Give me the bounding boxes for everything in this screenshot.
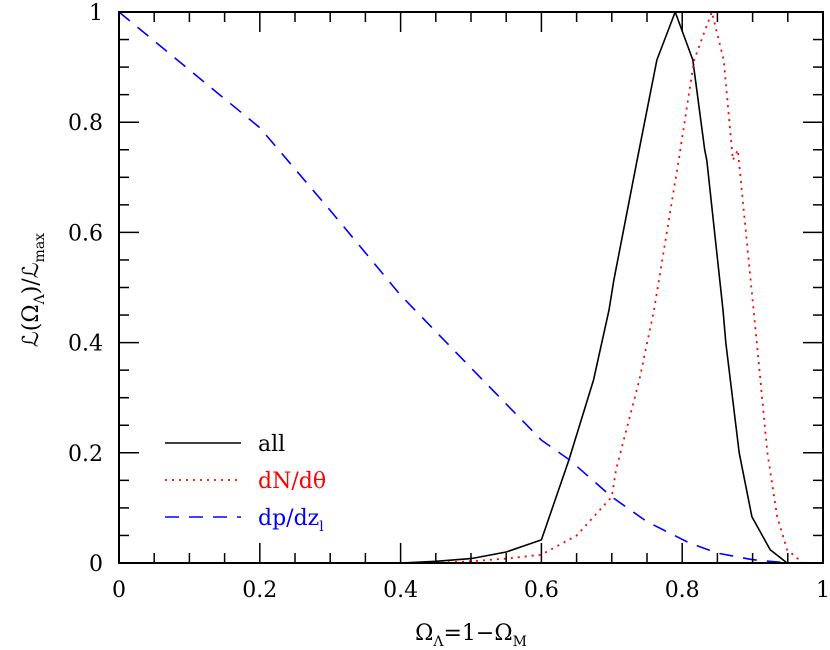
x-axis-label: ΩΛ=1−ΩM bbox=[415, 621, 527, 650]
series-line-2 bbox=[118, 11, 823, 564]
y-tick-label: 0.6 bbox=[68, 221, 103, 246]
legend: all dN/dθ dp/dzl bbox=[165, 432, 326, 535]
y-tick-label: 1 bbox=[89, 1, 103, 26]
x-tick-label: 0 bbox=[112, 578, 126, 603]
x-tick-label: 0.4 bbox=[383, 578, 418, 603]
y-tick-label: 0.8 bbox=[68, 111, 103, 136]
x-tick-label: 1 bbox=[816, 578, 830, 603]
y-tick-label: 0.4 bbox=[68, 332, 103, 357]
series-line-1 bbox=[119, 11, 823, 564]
legend-item-dp-dzl: dp/dzl bbox=[165, 506, 324, 535]
x-tick-label: 0.2 bbox=[242, 578, 277, 603]
legend-item-dn-dtheta: dN/dθ bbox=[165, 469, 326, 494]
legend-item-all: all bbox=[165, 432, 285, 457]
series-line-0 bbox=[119, 11, 823, 564]
legend-label-dp-dzl: dp/dzl bbox=[258, 506, 324, 535]
y-axis-label: ℒ(ΩΛ)/ℒmax bbox=[19, 233, 48, 347]
axis-ticks bbox=[118, 11, 824, 564]
x-tick-label: 0.8 bbox=[665, 578, 700, 603]
series-layer bbox=[118, 11, 823, 564]
y-tick-label: 0 bbox=[89, 552, 103, 577]
x-tick-label: 0.6 bbox=[524, 578, 559, 603]
tick-labels: 0 0.2 0.4 0.6 0.8 1 0 0.2 0.4 0.6 0.8 1 bbox=[68, 1, 830, 603]
legend-label-all: all bbox=[258, 432, 285, 457]
legend-label-dn-dtheta: dN/dθ bbox=[258, 469, 326, 494]
y-tick-label: 0.2 bbox=[68, 442, 103, 467]
plot-frame bbox=[118, 11, 824, 564]
